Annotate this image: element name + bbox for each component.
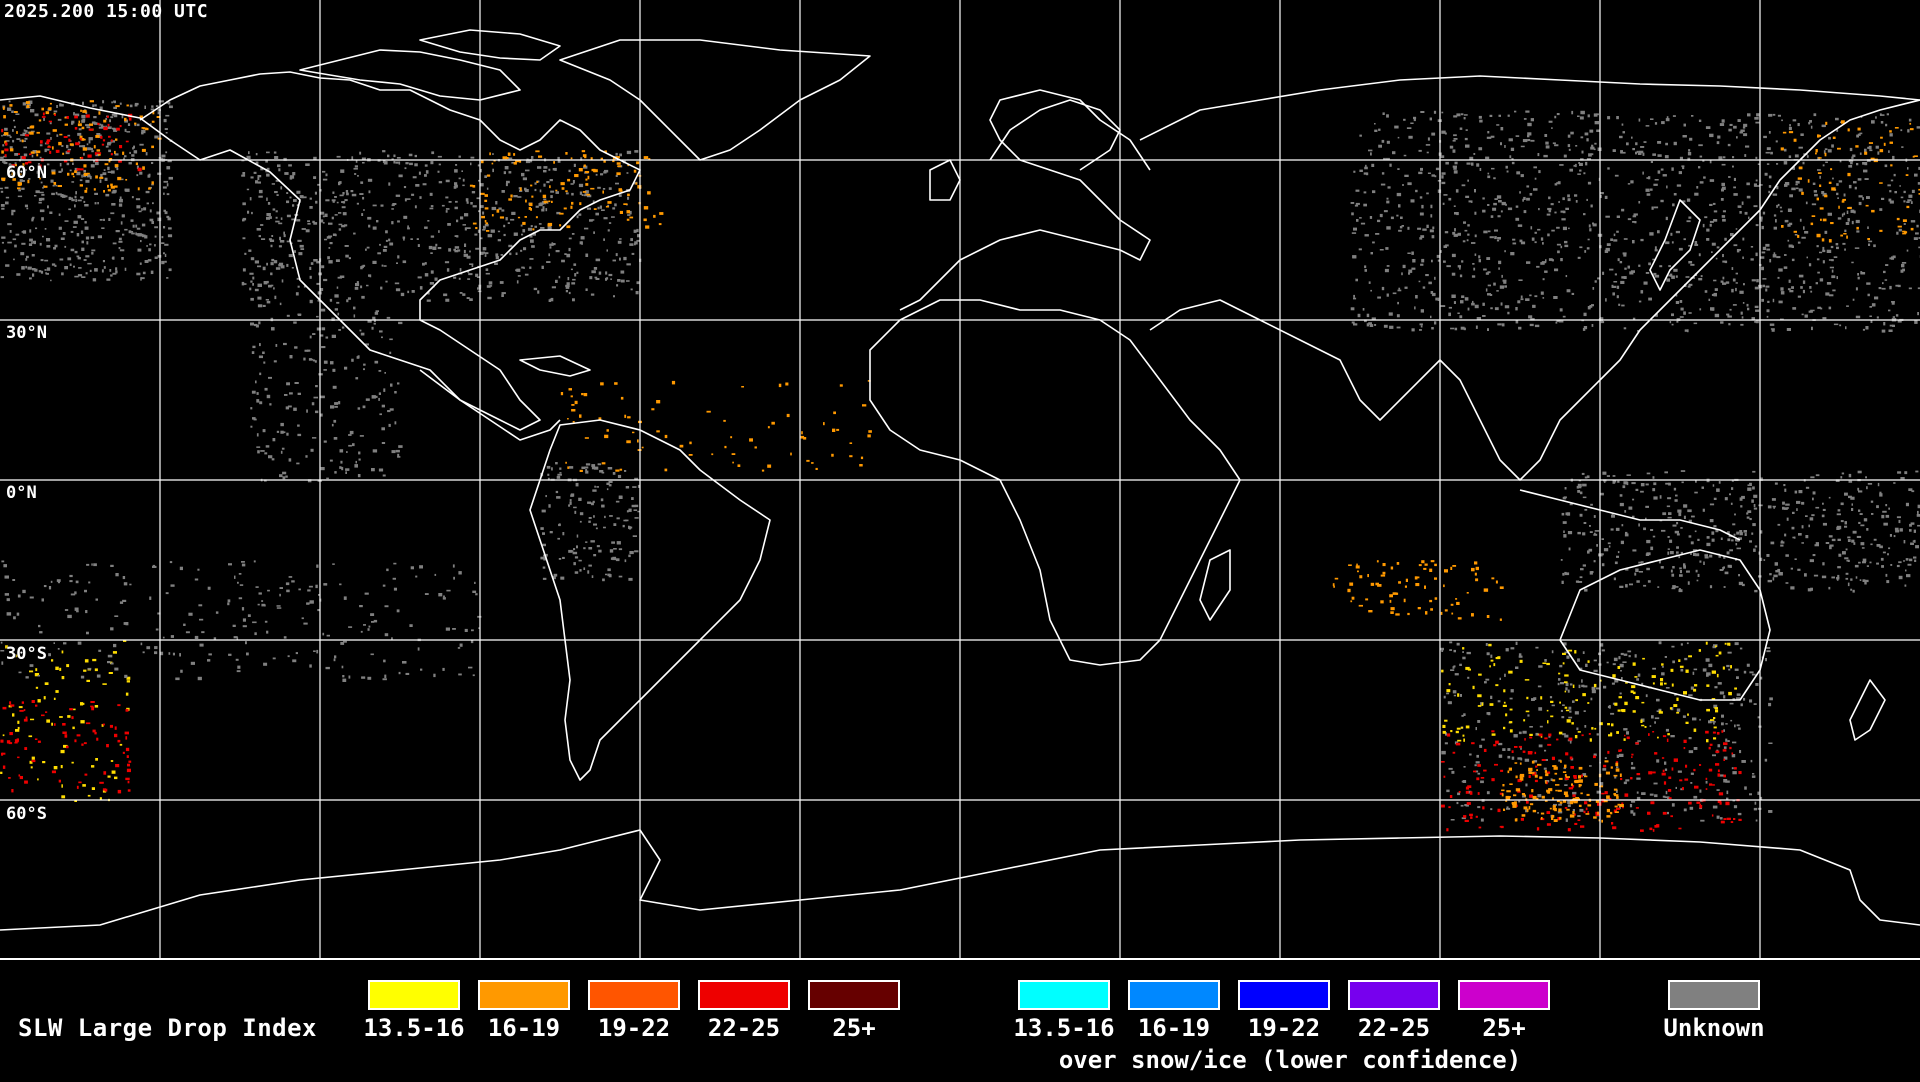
lat-label-30n: 30°N — [6, 323, 47, 343]
label-liquid-16-19: 16-19 — [464, 1014, 584, 1042]
swatch-liquid-19-22 — [588, 980, 680, 1010]
swatch-snow-22-25 — [1348, 980, 1440, 1010]
lat-label-30s: 30°S — [6, 644, 47, 664]
swatch-unknown — [1668, 980, 1760, 1010]
label-snow-19-22: 19-22 — [1224, 1014, 1344, 1042]
label-unknown: Unknown — [1654, 1014, 1774, 1042]
swatch-liquid-16-19 — [478, 980, 570, 1010]
swatch-liquid-22-25 — [698, 980, 790, 1010]
label-liquid-25plus: 25+ — [794, 1014, 914, 1042]
swatch-snow-13-16 — [1018, 980, 1110, 1010]
snow-ice-note: over snow/ice (lower confidence) — [1010, 1046, 1570, 1074]
swatch-snow-19-22 — [1238, 980, 1330, 1010]
legend: SLW Large Drop Index 13.5-16 16-19 19-22… — [0, 958, 1920, 1082]
label-snow-16-19: 16-19 — [1114, 1014, 1234, 1042]
label-snow-13-16: 13.5-16 — [1004, 1014, 1124, 1042]
timestamp: 2025.200 15:00 UTC — [4, 1, 208, 22]
label-liquid-13-16: 13.5-16 — [354, 1014, 474, 1042]
legend-title: SLW Large Drop Index — [18, 1014, 317, 1042]
lat-label-60s: 60°S — [6, 804, 47, 824]
swatch-snow-16-19 — [1128, 980, 1220, 1010]
world-map: 2025.200 15:00 UTC 60°N 30°N 0°N 30°S 60… — [0, 0, 1920, 958]
lat-label-60n: 60°N — [6, 163, 47, 183]
swatch-snow-25plus — [1458, 980, 1550, 1010]
label-snow-25plus: 25+ — [1444, 1014, 1564, 1042]
swatch-liquid-13-16 — [368, 980, 460, 1010]
swatch-liquid-25plus — [808, 980, 900, 1010]
map-canvas — [0, 0, 1920, 958]
label-liquid-19-22: 19-22 — [574, 1014, 694, 1042]
label-liquid-22-25: 22-25 — [684, 1014, 804, 1042]
lat-label-0n: 0°N — [6, 483, 37, 503]
label-snow-22-25: 22-25 — [1334, 1014, 1454, 1042]
